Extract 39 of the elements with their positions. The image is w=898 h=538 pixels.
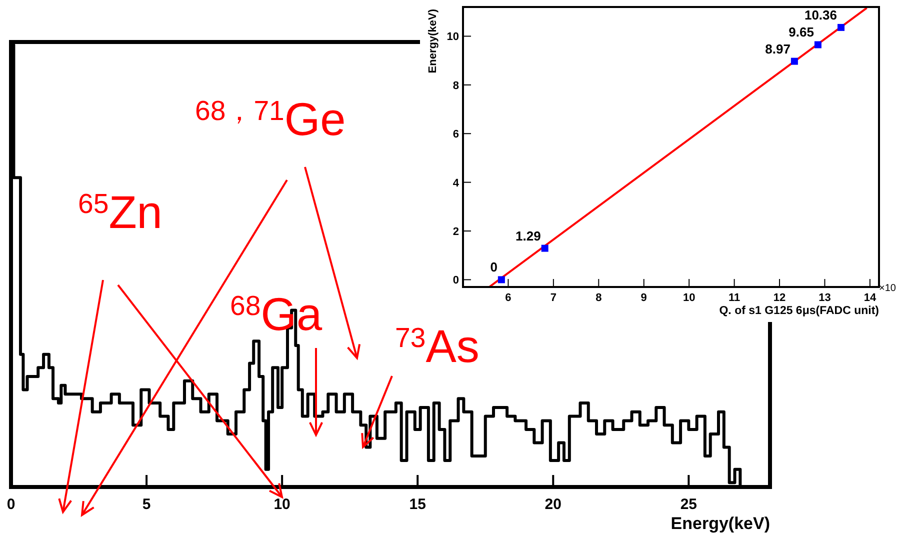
x-tick-label: 12: [773, 292, 786, 304]
y-tick-label: 0: [452, 274, 459, 287]
x-tick-label: 5: [142, 496, 151, 513]
y-tick-label: 4: [452, 177, 460, 190]
annotation: $^{68}$Ga: [230, 288, 322, 340]
point: [814, 41, 822, 48]
x-tick-label: 15: [409, 496, 426, 513]
point: [838, 24, 845, 31]
y-axis-title: Energy(keV): [427, 8, 439, 74]
data-label: 9.65: [788, 24, 814, 40]
y-tick-label: 6: [452, 128, 459, 141]
annotation: $^{73}$As: [395, 320, 480, 372]
x-tick-label: 13: [818, 292, 831, 304]
y-tick-label: 2: [452, 226, 459, 238]
x-tick-label: 11: [728, 292, 740, 304]
annotation: $^{65}$Zn: [78, 186, 162, 238]
x-tick-label: 14: [864, 292, 877, 304]
point: [790, 58, 798, 65]
x-tick-label: 6: [505, 292, 512, 304]
x-axis-title: Q. of s1 G125 6μs(FADC unit): [719, 305, 880, 317]
x-tick-label: 10: [682, 292, 696, 304]
annotation: $^{68，71}$Ge: [195, 93, 346, 145]
data-label: 8.97: [765, 41, 790, 56]
point: [541, 244, 548, 252]
x-tick-label: 0: [6, 496, 16, 513]
data-label: 1.29: [516, 228, 541, 244]
x-tick-label: 25: [680, 496, 698, 513]
x-axis-title: Energy(keV): [670, 514, 770, 533]
data-label: 10.36: [804, 7, 838, 22]
data-label: 0: [490, 260, 498, 275]
x-tick-label: 7: [550, 292, 556, 304]
x-tick-label: 9: [640, 292, 647, 304]
x-tick-label: 20: [544, 496, 562, 513]
text: ×10: [879, 283, 896, 294]
y-tick-label: 10: [446, 31, 459, 44]
x-tick-label: 10: [274, 496, 290, 513]
point: [498, 276, 505, 284]
y-tick-label: 8: [452, 80, 459, 92]
x-tick-label: 8: [596, 292, 602, 304]
